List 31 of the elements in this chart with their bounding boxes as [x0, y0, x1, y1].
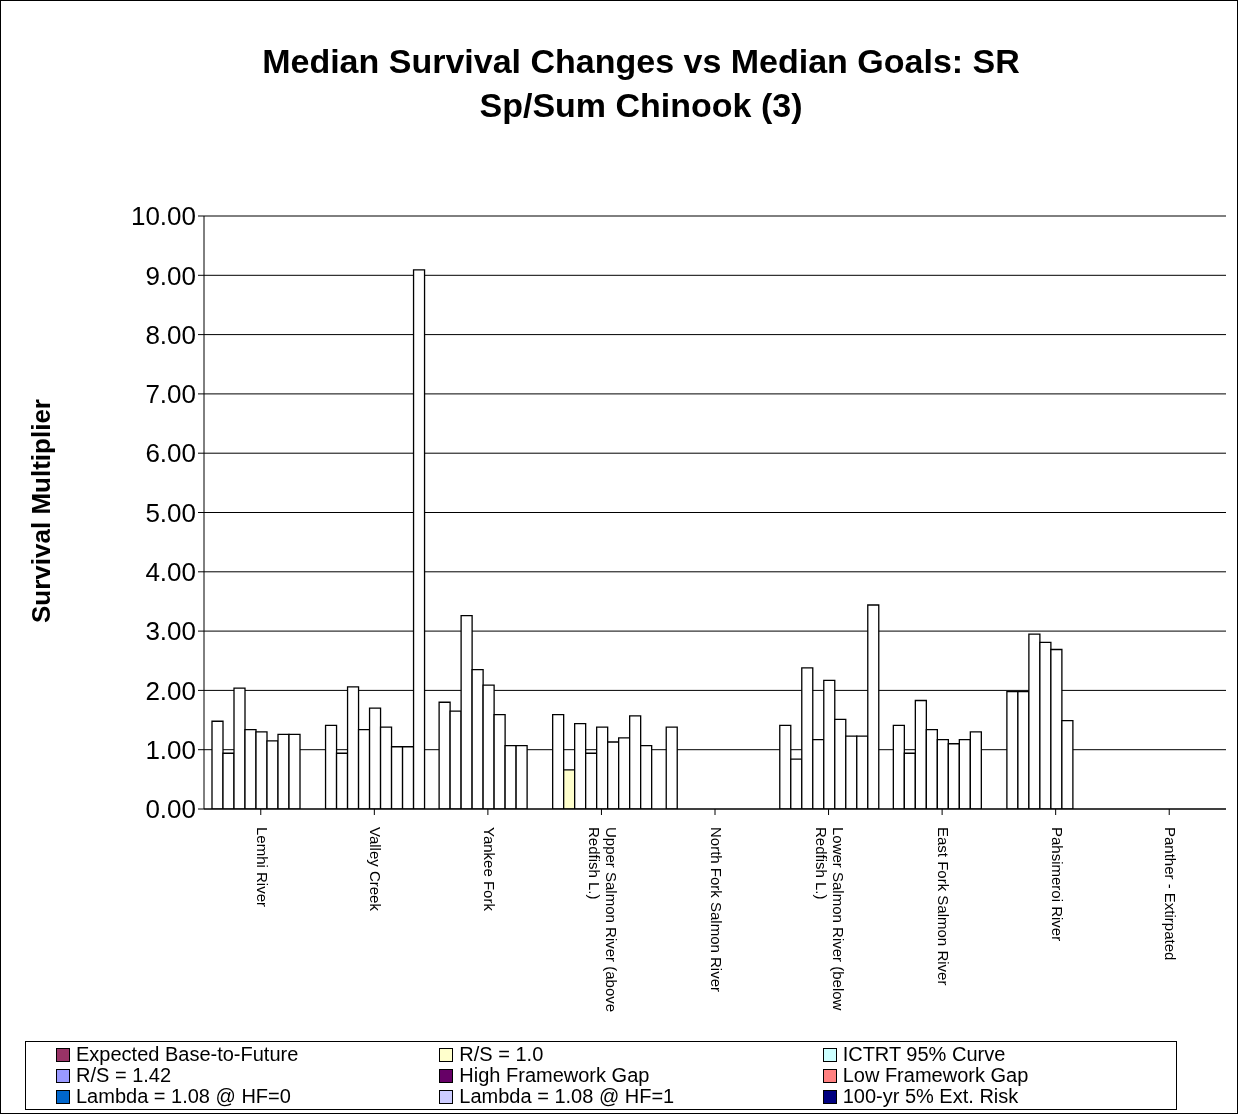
x-tick-label: Valley Creek — [367, 827, 385, 912]
y-tick-label: 8.00 — [145, 319, 196, 350]
legend-label: Lambda = 1.08 @ HF=1 — [459, 1085, 675, 1107]
y-tick-label: 1.00 — [145, 734, 196, 765]
x-tick-label: Yankee Fork — [480, 827, 498, 912]
legend-label: R/S = 1.42 — [76, 1064, 172, 1086]
x-tick-label: Lemhi River — [253, 827, 271, 908]
x-tick-label: Pahsimeroi River — [1048, 827, 1066, 942]
chart-title: Median Survival Changes vs Median Goals: SR Sp/Sum Chinook (3) — [261, 41, 1021, 126]
legend-label: High Framework Gap — [459, 1064, 650, 1086]
y-tick-label: 3.00 — [145, 616, 196, 647]
y-tick-label: 2.00 — [145, 675, 196, 706]
y-tick-label: 0.00 — [145, 794, 196, 825]
y-tick-label: 6.00 — [145, 438, 196, 469]
y-axis-title: Survival Multiplier — [25, 399, 57, 623]
y-tick-label: 5.00 — [145, 497, 196, 528]
legend-label: ICTRT 95% Curve — [842, 1043, 1006, 1065]
y-tick-label: 4.00 — [145, 557, 196, 588]
y-tick-label: 7.00 — [145, 379, 196, 410]
x-tick-label: Panther - Extirpated — [1162, 827, 1180, 961]
x-tick-label: North Fork Salmon River — [708, 827, 726, 993]
x-tick-label: Lower Salmon River (below Redfish L.) — [813, 827, 848, 1011]
legend-label: 100-yr 5% Ext. Risk — [842, 1085, 1019, 1107]
y-tick-label: 10.00 — [130, 201, 196, 232]
x-tick-label: East Fork Salmon River — [935, 827, 953, 986]
y-tick-label: 9.00 — [145, 260, 196, 291]
legend-label: Expected Base-to-Future — [76, 1043, 299, 1065]
legend-label: R/S = 1.0 — [459, 1043, 544, 1065]
legend-label: Low Framework Gap — [842, 1064, 1029, 1086]
legend-label: Lambda = 1.08 @ HF=0 — [76, 1085, 291, 1107]
x-tick-label: Upper Salmon River (above Redfish L.) — [585, 827, 620, 1013]
